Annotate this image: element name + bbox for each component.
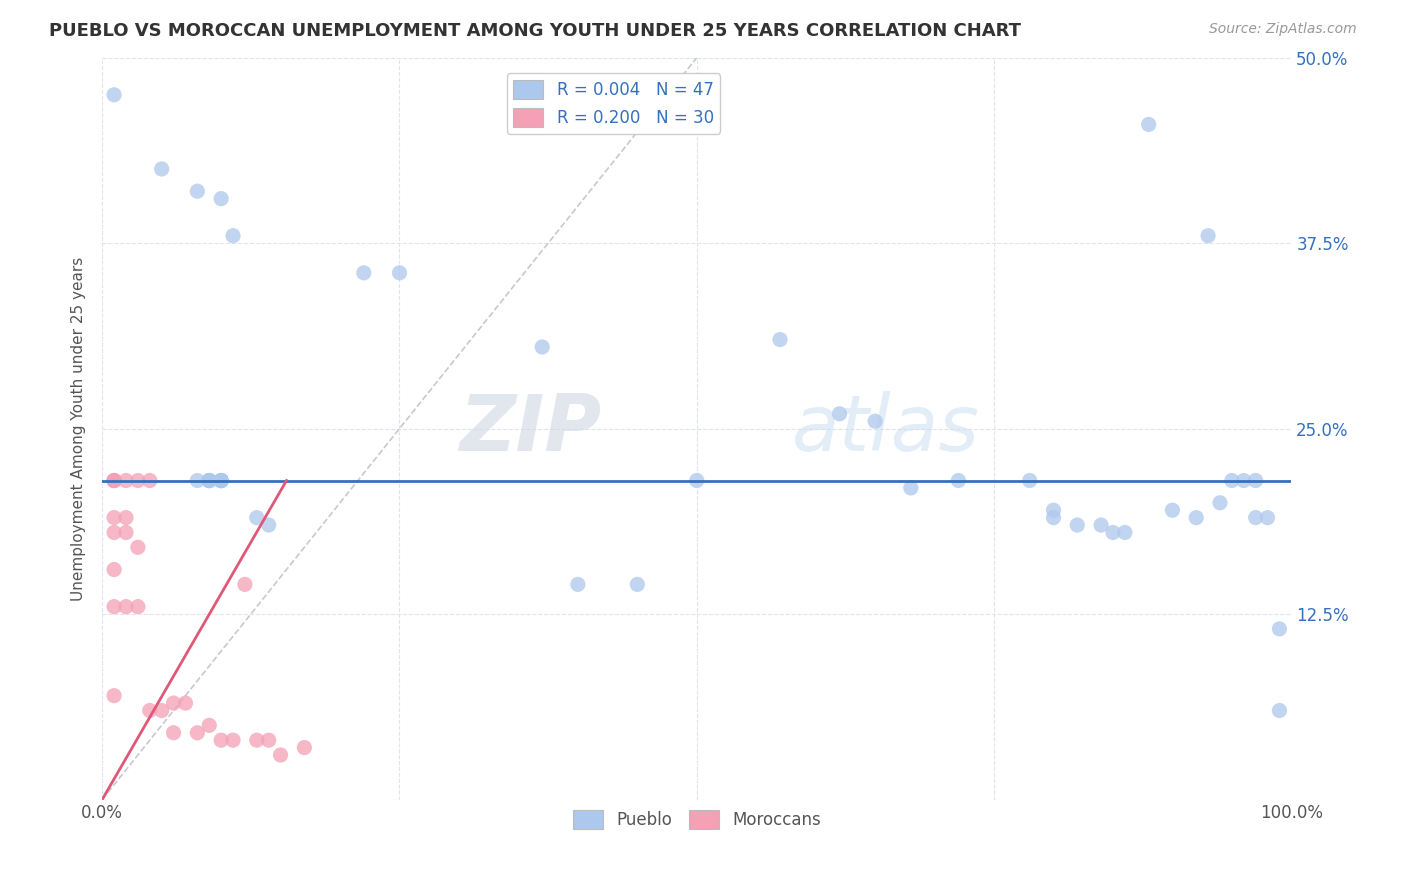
Text: ZIP: ZIP — [460, 391, 602, 467]
Point — [103, 474, 125, 488]
Point — [900, 481, 922, 495]
Point — [103, 474, 125, 488]
Point — [209, 192, 232, 206]
Point — [186, 474, 208, 488]
Point — [162, 725, 184, 739]
Point — [139, 474, 162, 488]
Point — [828, 407, 851, 421]
Point — [1102, 525, 1125, 540]
Point — [1066, 518, 1088, 533]
Point — [115, 510, 138, 524]
Point — [1197, 228, 1219, 243]
Point — [127, 541, 149, 555]
Point — [209, 474, 232, 488]
Point — [209, 474, 232, 488]
Point — [222, 733, 245, 747]
Point — [257, 518, 280, 533]
Point — [531, 340, 554, 354]
Legend: Pueblo, Moroccans: Pueblo, Moroccans — [567, 803, 827, 836]
Point — [292, 740, 315, 755]
Point — [1185, 510, 1208, 524]
Point — [115, 474, 138, 488]
Point — [1042, 503, 1064, 517]
Point — [1220, 474, 1243, 488]
Point — [1114, 525, 1136, 540]
Point — [103, 689, 125, 703]
Point — [209, 733, 232, 747]
Point — [222, 228, 245, 243]
Point — [103, 563, 125, 577]
Point — [233, 577, 256, 591]
Point — [1244, 474, 1267, 488]
Point — [198, 718, 221, 732]
Point — [198, 474, 221, 488]
Point — [769, 333, 792, 347]
Point — [115, 599, 138, 614]
Point — [198, 474, 221, 488]
Y-axis label: Unemployment Among Youth under 25 years: Unemployment Among Youth under 25 years — [72, 257, 86, 600]
Point — [115, 525, 138, 540]
Text: Source: ZipAtlas.com: Source: ZipAtlas.com — [1209, 22, 1357, 37]
Point — [1244, 510, 1267, 524]
Point — [567, 577, 589, 591]
Point — [103, 474, 125, 488]
Point — [1209, 496, 1232, 510]
Point — [1090, 518, 1112, 533]
Point — [1137, 118, 1160, 132]
Point — [150, 161, 173, 176]
Point — [174, 696, 197, 710]
Point — [198, 474, 221, 488]
Text: PUEBLO VS MOROCCAN UNEMPLOYMENT AMONG YOUTH UNDER 25 YEARS CORRELATION CHART: PUEBLO VS MOROCCAN UNEMPLOYMENT AMONG YO… — [49, 22, 1021, 40]
Point — [1161, 503, 1184, 517]
Point — [198, 474, 221, 488]
Point — [1042, 510, 1064, 524]
Point — [150, 704, 173, 718]
Point — [686, 474, 709, 488]
Point — [209, 474, 232, 488]
Point — [353, 266, 375, 280]
Point — [626, 577, 648, 591]
Point — [162, 696, 184, 710]
Point — [863, 414, 886, 428]
Point — [103, 599, 125, 614]
Point — [209, 474, 232, 488]
Point — [257, 733, 280, 747]
Point — [270, 747, 292, 762]
Point — [103, 510, 125, 524]
Point — [103, 525, 125, 540]
Point — [388, 266, 411, 280]
Point — [1018, 474, 1040, 488]
Point — [127, 474, 149, 488]
Point — [948, 474, 970, 488]
Point — [1233, 474, 1256, 488]
Point — [103, 87, 125, 102]
Point — [127, 599, 149, 614]
Point — [139, 704, 162, 718]
Point — [209, 474, 232, 488]
Point — [246, 733, 269, 747]
Point — [186, 725, 208, 739]
Point — [246, 510, 269, 524]
Point — [186, 184, 208, 198]
Point — [1268, 704, 1291, 718]
Text: atlas: atlas — [792, 391, 980, 467]
Point — [1268, 622, 1291, 636]
Point — [1257, 510, 1279, 524]
